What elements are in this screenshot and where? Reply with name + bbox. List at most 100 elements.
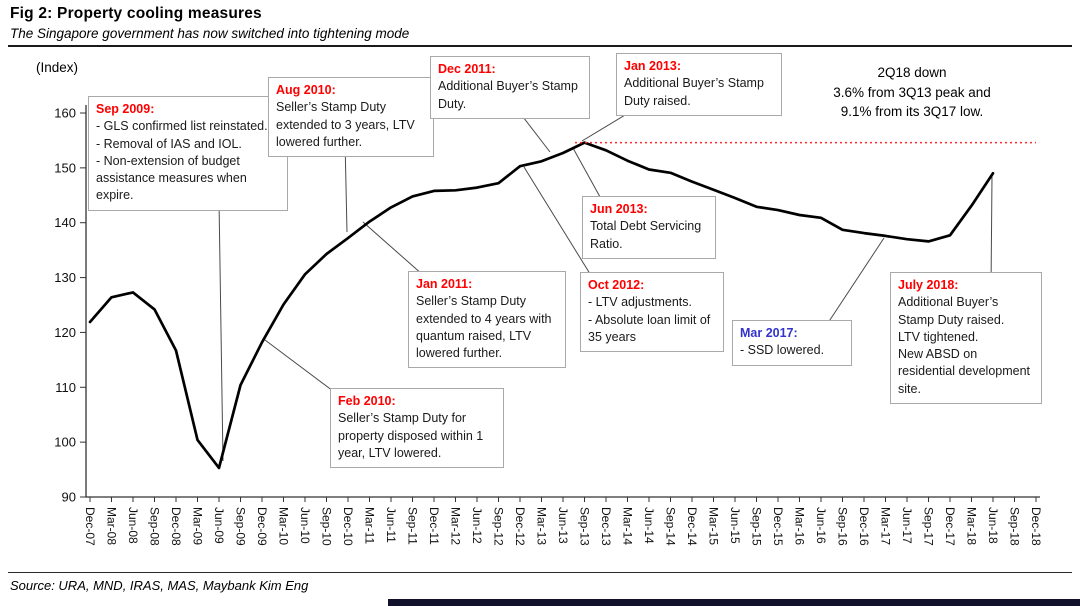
annotation-box-jun2013: Jun 2013: Total Debt Servicing Ratio. — [582, 196, 716, 259]
annotation-date: Jan 2013: — [624, 59, 681, 73]
figure-header: Fig 2: Property cooling measures The Sin… — [8, 0, 1072, 47]
x-tick-label: Jun-18 — [986, 507, 1000, 544]
figure-title: Fig 2: Property cooling measures — [10, 5, 262, 22]
annotation-text: - Removal of IAS and IOL. — [96, 136, 242, 151]
annotation-box-mar2017: Mar 2017: - SSD lowered. — [732, 320, 852, 366]
x-tick-label: Dec-07 — [83, 507, 97, 546]
annotation-date: Jun 2013: — [590, 202, 648, 216]
summary-note: 2Q18 down 3.6% from 3Q13 peak and 9.1% f… — [790, 63, 1034, 122]
y-axis-unit-label: (Index) — [36, 60, 79, 75]
annotation-text: Seller’s Stamp Duty extended to 4 years … — [416, 294, 552, 360]
annotation-box-jan2013: Jan 2013: Additional Buyer’s Stamp Duty … — [616, 53, 782, 116]
x-tick-label: Mar-09 — [190, 507, 204, 545]
x-tick-label: Jun-12 — [470, 507, 484, 544]
x-tick-label: Mar-13 — [534, 507, 548, 545]
annotation-connector — [819, 237, 885, 336]
x-tick-label: Mar-11 — [362, 507, 376, 544]
x-tick-label: Jun-15 — [728, 507, 742, 544]
y-tick-label: 130 — [54, 270, 76, 285]
x-tick-label: Sep-18 — [1007, 507, 1021, 546]
x-tick-label: Sep-09 — [233, 507, 247, 546]
annotation-text: New ABSD on residential development site… — [898, 347, 1031, 396]
x-tick-label: Jun-08 — [126, 507, 140, 544]
annotation-date: Aug 2010: — [276, 83, 336, 97]
x-tick-label: Jun-09 — [212, 507, 226, 544]
x-tick-label: Jun-13 — [556, 507, 570, 544]
annotation-box-sep2009: Sep 2009: - GLS confirmed list reinstate… — [88, 96, 288, 211]
annotation-connector — [990, 175, 993, 291]
x-tick-label: Sep-14 — [663, 507, 677, 546]
annotation-text: - Absolute loan limit of 35 years — [588, 312, 711, 344]
summary-note-line: 3.6% from 3Q13 peak and — [833, 84, 991, 100]
figure-subtitle: The Singapore government has now switche… — [10, 26, 410, 41]
summary-note-line: 9.1% from its 3Q17 low. — [840, 104, 984, 120]
annotation-box-jul2018: July 2018: Additional Buyer’s Stamp Duty… — [890, 272, 1042, 404]
x-tick-label: Sep-16 — [835, 507, 849, 546]
annotation-text: Additional Buyer’s Stamp Duty. — [438, 79, 578, 111]
x-tick-label: Jun-11 — [384, 507, 398, 543]
y-tick-label: 150 — [54, 160, 76, 175]
x-tick-label: Dec-18 — [1029, 507, 1043, 546]
x-tick-label: Dec-16 — [857, 507, 871, 546]
y-tick-label: 100 — [54, 435, 76, 450]
x-tick-label: Sep-15 — [749, 507, 763, 546]
annotation-date: Jan 2011: — [416, 277, 473, 291]
annotation-connector — [523, 166, 601, 291]
x-tick-label: Sep-08 — [147, 507, 161, 546]
footer-divider — [8, 572, 1072, 573]
x-tick-label: Sep-10 — [319, 507, 333, 546]
annotation-box-jan2011: Jan 2011: Seller’s Stamp Duty extended t… — [408, 271, 566, 369]
x-tick-label: Mar-18 — [964, 507, 978, 545]
x-tick-label: Jun-17 — [900, 507, 914, 544]
annotation-text: - SSD lowered. — [740, 343, 825, 358]
x-tick-label: Dec-10 — [341, 507, 355, 546]
x-tick-label: Dec-09 — [255, 507, 269, 546]
y-tick-label: 160 — [54, 106, 76, 121]
annotation-date: Oct 2012: — [588, 278, 645, 292]
x-tick-label: Jun-16 — [814, 507, 828, 544]
x-tick-label: Sep-13 — [577, 507, 591, 546]
x-tick-label: Dec-08 — [169, 507, 183, 546]
annotation-date: Dec 2011: — [438, 62, 496, 76]
x-tick-label: Mar-15 — [706, 507, 720, 545]
annotation-connector — [218, 199, 224, 462]
x-tick-label: Dec-15 — [771, 507, 785, 546]
annotation-text: LTV tightened. — [898, 329, 979, 344]
x-tick-label: Mar-12 — [448, 507, 462, 545]
x-tick-label: Dec-11 — [427, 507, 441, 545]
x-tick-label: Dec-14 — [685, 507, 699, 546]
y-tick-label: 120 — [54, 325, 76, 340]
x-tick-label: Jun-10 — [298, 507, 312, 544]
x-tick-label: Jun-14 — [642, 507, 656, 544]
x-tick-label: Dec-13 — [599, 507, 613, 546]
x-tick-label: Sep-17 — [921, 507, 935, 546]
y-tick-label: 110 — [55, 380, 76, 395]
annotation-text: - Non-extension of budget assistance mea… — [96, 153, 247, 203]
annotation-text: Seller’s Stamp Duty extended to 3 years,… — [276, 100, 415, 149]
annotation-text: Additional Buyer’s Stamp Duty raised. — [624, 76, 764, 108]
x-tick-label: Mar-17 — [878, 507, 892, 545]
x-tick-label: Mar-16 — [792, 507, 806, 545]
annotation-box-dec2011: Dec 2011: Additional Buyer’s Stamp Duty. — [430, 56, 590, 119]
x-tick-label: Dec-12 — [513, 507, 527, 546]
source-note: Source: URA, MND, IRAS, MAS, Maybank Kim… — [10, 578, 309, 593]
x-tick-label: Sep-12 — [491, 507, 505, 546]
x-tick-label: Sep-11 — [405, 507, 419, 545]
price-index-line — [88, 141, 995, 470]
annotation-text: - GLS confirmed list reinstated. — [96, 119, 268, 134]
annotation-text: Additional Buyer’s Stamp Duty raised. — [898, 295, 1005, 327]
annotation-date: Feb 2010: — [338, 394, 396, 408]
annotation-box-aug2010: Aug 2010: Seller’s Stamp Duty extended t… — [268, 77, 434, 157]
summary-note-line: 2Q18 down — [877, 65, 947, 80]
x-tick-label: Mar-10 — [276, 507, 290, 545]
annotation-date: July 2018: — [898, 278, 959, 292]
annotation-box-feb2010: Feb 2010: Seller’s Stamp Duty for proper… — [330, 388, 504, 468]
x-tick-label: Mar-08 — [104, 507, 118, 545]
annotation-date: Sep 2009: — [96, 102, 155, 116]
x-tick-label: Dec-17 — [943, 507, 957, 546]
x-tick-label: Mar-14 — [620, 507, 634, 545]
y-tick-label: 90 — [62, 490, 76, 505]
bottom-bar — [388, 599, 1080, 606]
